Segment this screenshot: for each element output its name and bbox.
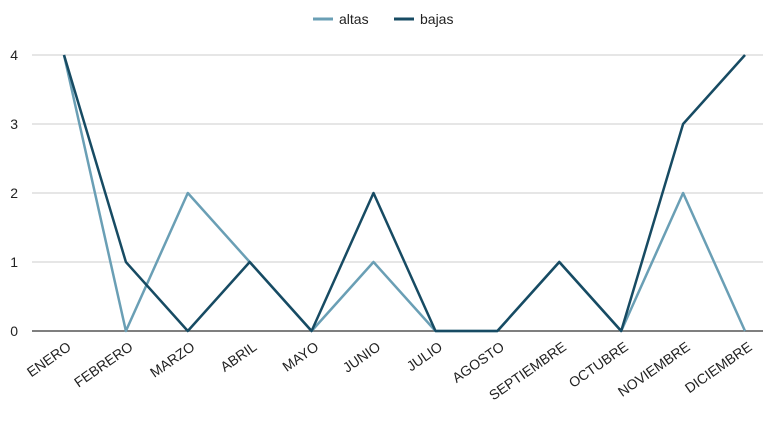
legend-label-bajas: bajas [420, 11, 453, 27]
series-line-bajas [62, 54, 746, 333]
x-tick-label: ABRIL [217, 338, 259, 374]
x-tick-label: JUNIO [340, 338, 384, 375]
series-line-altas [62, 54, 747, 333]
y-tick-label: 2 [10, 185, 18, 201]
x-tick-label: AGOSTO [449, 338, 507, 385]
y-tick-label: 1 [10, 254, 18, 270]
x-tick-label: ENERO [24, 338, 74, 380]
legend: altas bajas [313, 11, 453, 27]
x-tick-label: MAYO [279, 338, 321, 374]
x-tick-label: JULIO [403, 338, 445, 374]
grid-layer [32, 54, 763, 332]
y-tick-label: 3 [10, 116, 18, 132]
x-tick-label: MARZO [147, 338, 198, 380]
x-tick-label: FEBRERO [71, 338, 136, 390]
y-axis-ticks: 0 1 2 3 4 [10, 47, 18, 339]
series-layer [62, 54, 747, 333]
y-tick-label: 0 [10, 323, 18, 339]
x-tick-label: DICIEMBRE [682, 338, 755, 396]
legend-label-altas: altas [339, 11, 369, 27]
y-tick-label: 4 [10, 47, 18, 63]
